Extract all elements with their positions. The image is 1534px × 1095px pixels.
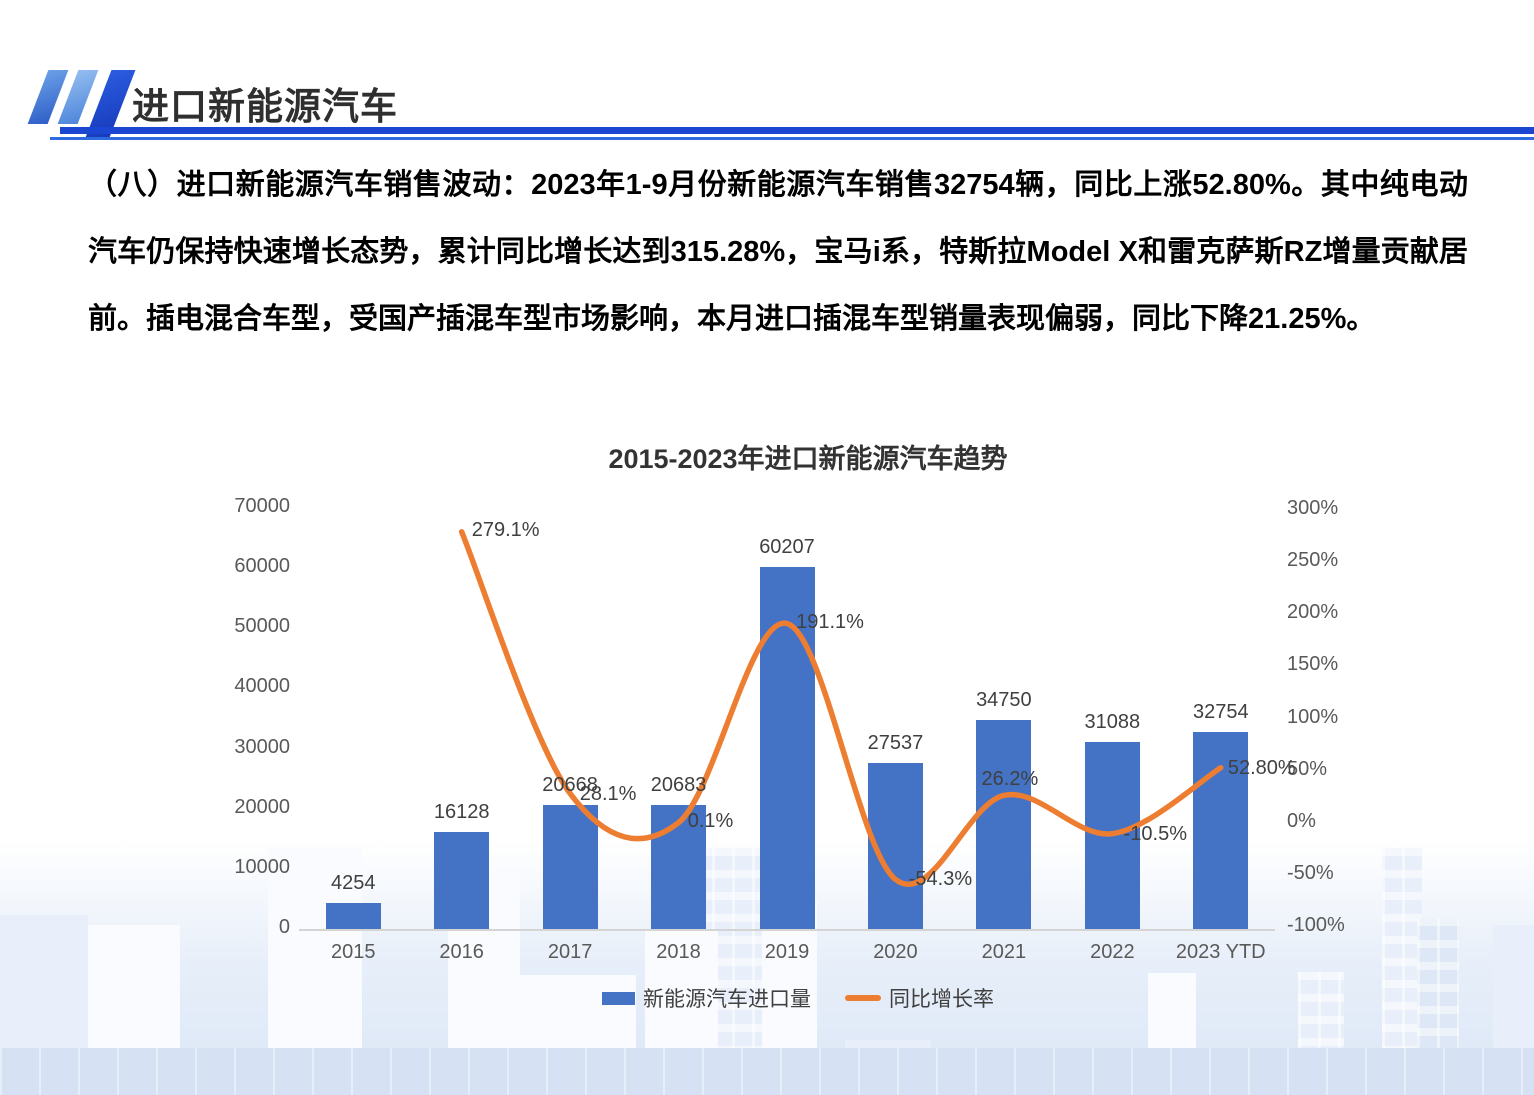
secondary-axis-tick-label: -50% <box>1287 861 1334 884</box>
secondary-axis-tick-label: 300% <box>1287 497 1339 519</box>
legend-label: 同比增长率 <box>889 988 994 1011</box>
line-value-label: 279.1% <box>471 518 540 541</box>
y-axis-tick-label: 20000 <box>234 795 290 818</box>
bar-value-label: 31088 <box>1084 711 1141 734</box>
bar-2020 <box>867 763 923 929</box>
line-value-label: 26.2% <box>981 768 1039 791</box>
line-value-label: -10.5% <box>1123 822 1188 845</box>
secondary-axis-tick-label: 250% <box>1287 549 1339 572</box>
bar-2017 <box>542 804 598 929</box>
line-value-label: 28.1% <box>579 783 637 806</box>
x-axis-line <box>299 929 1275 931</box>
bar-value-label: 27537 <box>867 732 924 755</box>
x-axis-label: 2019 <box>764 941 810 963</box>
y-axis-tick-label: 40000 <box>234 675 290 698</box>
header-rule-thick <box>60 127 1534 134</box>
y-axis-tick-label: 30000 <box>234 735 290 758</box>
secondary-axis-tick-label: 200% <box>1287 601 1339 624</box>
bar-2016 <box>434 832 490 929</box>
bar-2021 <box>976 720 1032 929</box>
y-axis-tick-label: 0 <box>278 916 290 938</box>
legend-bar-swatch-icon <box>602 991 635 1005</box>
y-axis-tick-label: 10000 <box>234 855 290 878</box>
chart-legend: 新能源汽车进口量 同比增长率 <box>602 983 994 1013</box>
legend-line-swatch-icon <box>845 995 881 1001</box>
x-axis-label: 2022 <box>1090 941 1135 963</box>
bar-value-label: 32754 <box>1192 701 1249 723</box>
header-rule-thin <box>50 137 1534 140</box>
x-axis-label: 2023 YTD <box>1175 941 1266 963</box>
secondary-axis-tick-label: 50% <box>1287 757 1328 780</box>
summary-paragraph: （八）进口新能源汽车销售波动：2023年1-9月份新能源汽车销售32754辆，同… <box>88 169 1468 335</box>
y-axis-tick-label: 50000 <box>234 615 290 638</box>
bar-value-label: 60207 <box>759 535 815 558</box>
bar-2015 <box>325 903 381 929</box>
line-value-label: 52.80% <box>1227 756 1296 779</box>
x-axis-label: 2015 <box>330 941 376 963</box>
bar-value-label: 16128 <box>433 801 490 823</box>
bar-value-label: 34750 <box>976 689 1032 711</box>
x-axis-label: 2016 <box>439 941 484 963</box>
y-axis-tick-label: 70000 <box>234 495 290 517</box>
x-axis-label: 2017 <box>547 941 593 963</box>
page-title: 进口新能源汽车 <box>132 86 398 127</box>
line-value-label: 191.1% <box>796 610 864 633</box>
legend-item-growth: 同比增长率 <box>845 983 994 1013</box>
secondary-axis-tick-label: 100% <box>1287 705 1339 728</box>
legend-label: 新能源汽车进口量 <box>643 988 811 1011</box>
legend-item-imports: 新能源汽车进口量 <box>602 983 811 1013</box>
bar-value-label: 4254 <box>330 872 376 895</box>
line-value-label: 0.1% <box>687 809 734 832</box>
line-value-label: -54.3% <box>908 868 973 891</box>
x-axis-label: 2020 <box>873 941 918 963</box>
y-axis-tick-label: 60000 <box>234 555 290 578</box>
secondary-axis-tick-label: 0% <box>1287 809 1316 832</box>
x-axis-label: 2021 <box>981 941 1027 963</box>
secondary-axis-tick-label: 150% <box>1287 653 1339 676</box>
secondary-axis-tick-label: -100% <box>1287 914 1345 936</box>
chart-title: 2015-2023年进口新能源汽车趋势 <box>608 444 1008 474</box>
skyline-base-band <box>0 1048 1534 1095</box>
x-axis-label: 2018 <box>656 941 701 963</box>
